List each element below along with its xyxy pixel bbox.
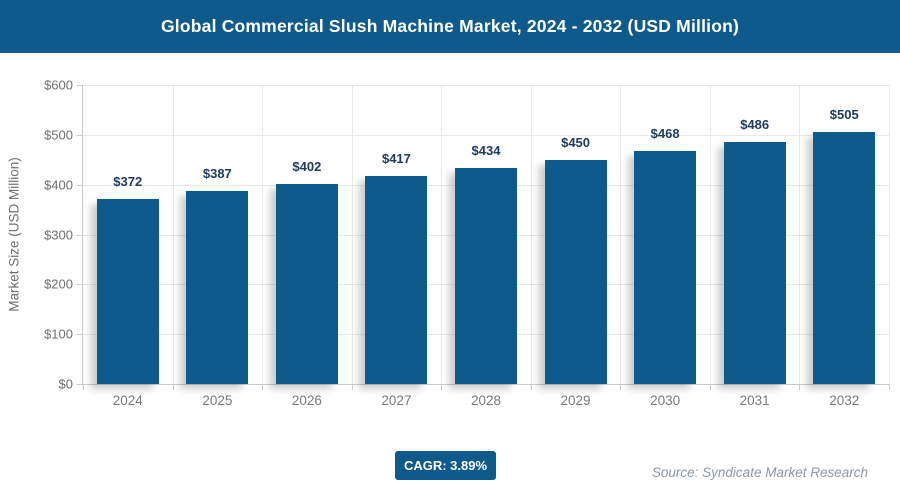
bar-value-label: $434	[471, 142, 501, 158]
cagr-badge: CAGR: 3.89%	[395, 451, 496, 480]
bar	[634, 150, 697, 384]
x-tick-mark	[172, 384, 174, 390]
gridline-v	[172, 85, 174, 384]
y-tick-label: $400	[44, 177, 73, 193]
bar	[365, 176, 428, 384]
x-tick-mark	[709, 384, 711, 390]
bar-value-label: $417	[381, 151, 411, 167]
chart-title: Global Commercial Slush Machine Market, …	[160, 16, 740, 36]
x-tick-label: 2031	[739, 393, 770, 408]
x-tick-label: 2028	[470, 393, 502, 408]
x-tick-label: 2025	[202, 393, 233, 408]
gridline-v	[620, 85, 622, 384]
bar-value-label: $468	[650, 125, 680, 141]
y-tick-mark	[77, 184, 83, 186]
x-tick-label: 2030	[650, 393, 681, 408]
y-tick-mark	[77, 284, 83, 286]
bar	[186, 191, 249, 384]
y-tick-mark	[77, 134, 83, 136]
y-tick-label: $500	[44, 127, 73, 143]
x-tick-mark	[262, 384, 264, 390]
gridline-h	[83, 134, 889, 136]
bar-value-label: $387	[202, 166, 232, 182]
y-tick-mark	[77, 85, 83, 86]
gridline-v	[799, 85, 801, 384]
gridline-v	[889, 85, 890, 384]
x-tick-mark	[441, 384, 443, 390]
y-tick-label: $300	[44, 227, 73, 242]
x-tick-label: 2027	[381, 393, 412, 408]
y-tick-mark	[77, 334, 83, 336]
gridline-v	[530, 85, 532, 384]
bar	[275, 183, 338, 384]
x-tick-label: 2024	[112, 393, 143, 408]
y-tick-label: $600	[44, 77, 73, 93]
title-banner: Global Commercial Slush Machine Market, …	[0, 0, 900, 53]
x-tick-mark	[83, 384, 84, 390]
bar	[455, 167, 517, 384]
y-tick-mark	[77, 234, 83, 236]
bar-value-label: $372	[113, 173, 143, 189]
bar	[723, 141, 786, 384]
bar	[544, 159, 607, 384]
x-tick-mark	[889, 384, 890, 390]
source-text: Source: Syndicate Market Research	[651, 465, 868, 480]
y-tick-label: $200	[44, 276, 73, 292]
bar-value-label: $402	[292, 158, 322, 174]
bar	[96, 198, 159, 384]
x-tick-mark	[530, 384, 532, 390]
y-tick-label: $100	[44, 326, 73, 342]
plot-area: $0 $100 $200 $300 $400 $500 $600 $372 2024 $387 20…	[44, 78, 890, 408]
bar	[813, 132, 876, 384]
y-axis-title: Market Size (USD Million)	[6, 157, 22, 312]
y-tick-mark	[77, 384, 83, 385]
gridline-v	[351, 85, 353, 384]
gridline-v	[262, 85, 264, 384]
cagr-label: CAGR: 3.89%	[403, 458, 488, 473]
x-tick-label: 2026	[291, 393, 322, 408]
x-tick-mark	[620, 384, 622, 390]
x-tick-label: 2032	[829, 393, 860, 408]
gridline-v	[441, 85, 443, 384]
bar-value-label: $505	[829, 107, 859, 123]
x-tick-mark	[351, 384, 353, 390]
gridline-v	[709, 85, 711, 384]
bar-value-label: $450	[561, 134, 591, 150]
gridline-h	[83, 85, 889, 86]
x-tick-mark	[799, 384, 801, 390]
y-tick-label: $0	[58, 376, 73, 392]
x-tick-label: 2029	[560, 393, 591, 408]
bar-value-label: $486	[740, 116, 770, 132]
